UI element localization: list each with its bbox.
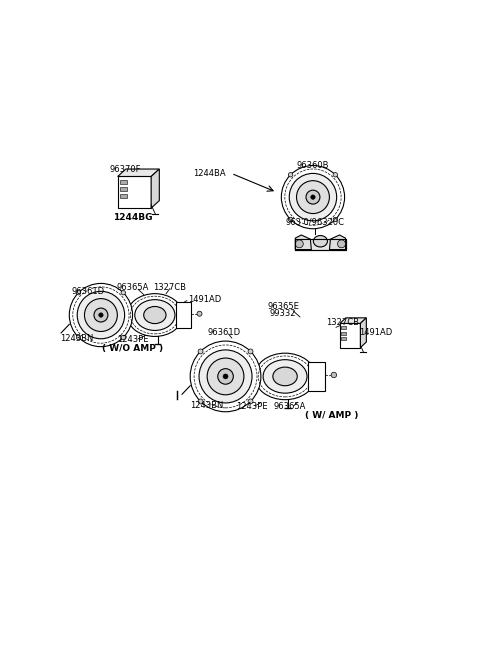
Circle shape xyxy=(99,313,103,317)
Ellipse shape xyxy=(313,235,327,247)
Polygon shape xyxy=(340,318,366,323)
Text: 96361D: 96361D xyxy=(207,328,240,337)
Circle shape xyxy=(295,240,303,248)
Circle shape xyxy=(248,399,253,404)
Circle shape xyxy=(121,290,125,295)
Text: 1243BN: 1243BN xyxy=(190,401,224,410)
Circle shape xyxy=(198,349,203,354)
Ellipse shape xyxy=(135,300,175,330)
Bar xyxy=(176,302,191,328)
Text: ( W/ AMP ): ( W/ AMP ) xyxy=(305,411,358,420)
Circle shape xyxy=(289,173,336,221)
Text: 1243PE: 1243PE xyxy=(117,336,148,344)
Text: 96361D: 96361D xyxy=(72,288,105,296)
Bar xyxy=(308,362,324,391)
Ellipse shape xyxy=(144,306,166,324)
Text: 1244BG: 1244BG xyxy=(113,213,152,221)
Ellipse shape xyxy=(254,353,315,399)
Polygon shape xyxy=(118,169,159,177)
Text: 1243PE: 1243PE xyxy=(236,403,267,411)
Text: 96370F: 96370F xyxy=(109,166,141,175)
Bar xyxy=(118,177,151,208)
Circle shape xyxy=(76,335,81,340)
Bar xyxy=(340,323,360,348)
Circle shape xyxy=(199,350,252,403)
Text: 1491AD: 1491AD xyxy=(360,328,393,338)
Circle shape xyxy=(190,341,261,412)
Bar xyxy=(295,239,346,250)
Text: 96365A: 96365A xyxy=(116,283,149,292)
Polygon shape xyxy=(295,235,312,250)
Circle shape xyxy=(297,181,329,214)
Circle shape xyxy=(207,358,244,395)
Circle shape xyxy=(333,173,337,177)
Circle shape xyxy=(76,290,81,295)
Polygon shape xyxy=(329,235,346,250)
Circle shape xyxy=(121,335,125,340)
Text: 1244BA: 1244BA xyxy=(193,170,226,178)
Ellipse shape xyxy=(127,294,183,336)
Circle shape xyxy=(84,298,118,332)
Bar xyxy=(341,332,346,334)
Circle shape xyxy=(333,217,337,221)
Bar xyxy=(295,239,346,250)
Circle shape xyxy=(331,373,336,378)
Text: 99332: 99332 xyxy=(270,309,297,319)
Circle shape xyxy=(223,374,228,379)
Ellipse shape xyxy=(273,367,297,386)
Bar xyxy=(120,180,127,184)
Bar xyxy=(341,327,346,329)
Text: 1243BN: 1243BN xyxy=(60,334,94,343)
Text: 963’0/96320C: 963’0/96320C xyxy=(285,217,344,227)
Text: 1327CB: 1327CB xyxy=(153,283,186,292)
Circle shape xyxy=(198,399,203,404)
Text: 1491AD: 1491AD xyxy=(188,294,222,304)
Polygon shape xyxy=(360,318,366,348)
Bar xyxy=(120,187,127,191)
Text: 96365E: 96365E xyxy=(267,302,299,311)
Circle shape xyxy=(311,195,315,199)
Text: 96360B: 96360B xyxy=(297,160,329,170)
Circle shape xyxy=(337,240,346,248)
Bar xyxy=(341,337,346,340)
Circle shape xyxy=(248,349,253,354)
Circle shape xyxy=(197,311,202,316)
Circle shape xyxy=(288,217,293,221)
Circle shape xyxy=(218,369,233,384)
Polygon shape xyxy=(151,169,159,208)
Text: 1327CB: 1327CB xyxy=(326,319,359,327)
Circle shape xyxy=(281,166,345,229)
Circle shape xyxy=(69,283,132,347)
Circle shape xyxy=(306,190,320,204)
Bar xyxy=(120,194,127,198)
Circle shape xyxy=(288,173,293,177)
Ellipse shape xyxy=(263,359,307,393)
Circle shape xyxy=(77,291,125,339)
Text: 96365A: 96365A xyxy=(274,403,306,411)
Text: ( W/O AMP ): ( W/O AMP ) xyxy=(102,344,163,353)
Circle shape xyxy=(94,308,108,322)
